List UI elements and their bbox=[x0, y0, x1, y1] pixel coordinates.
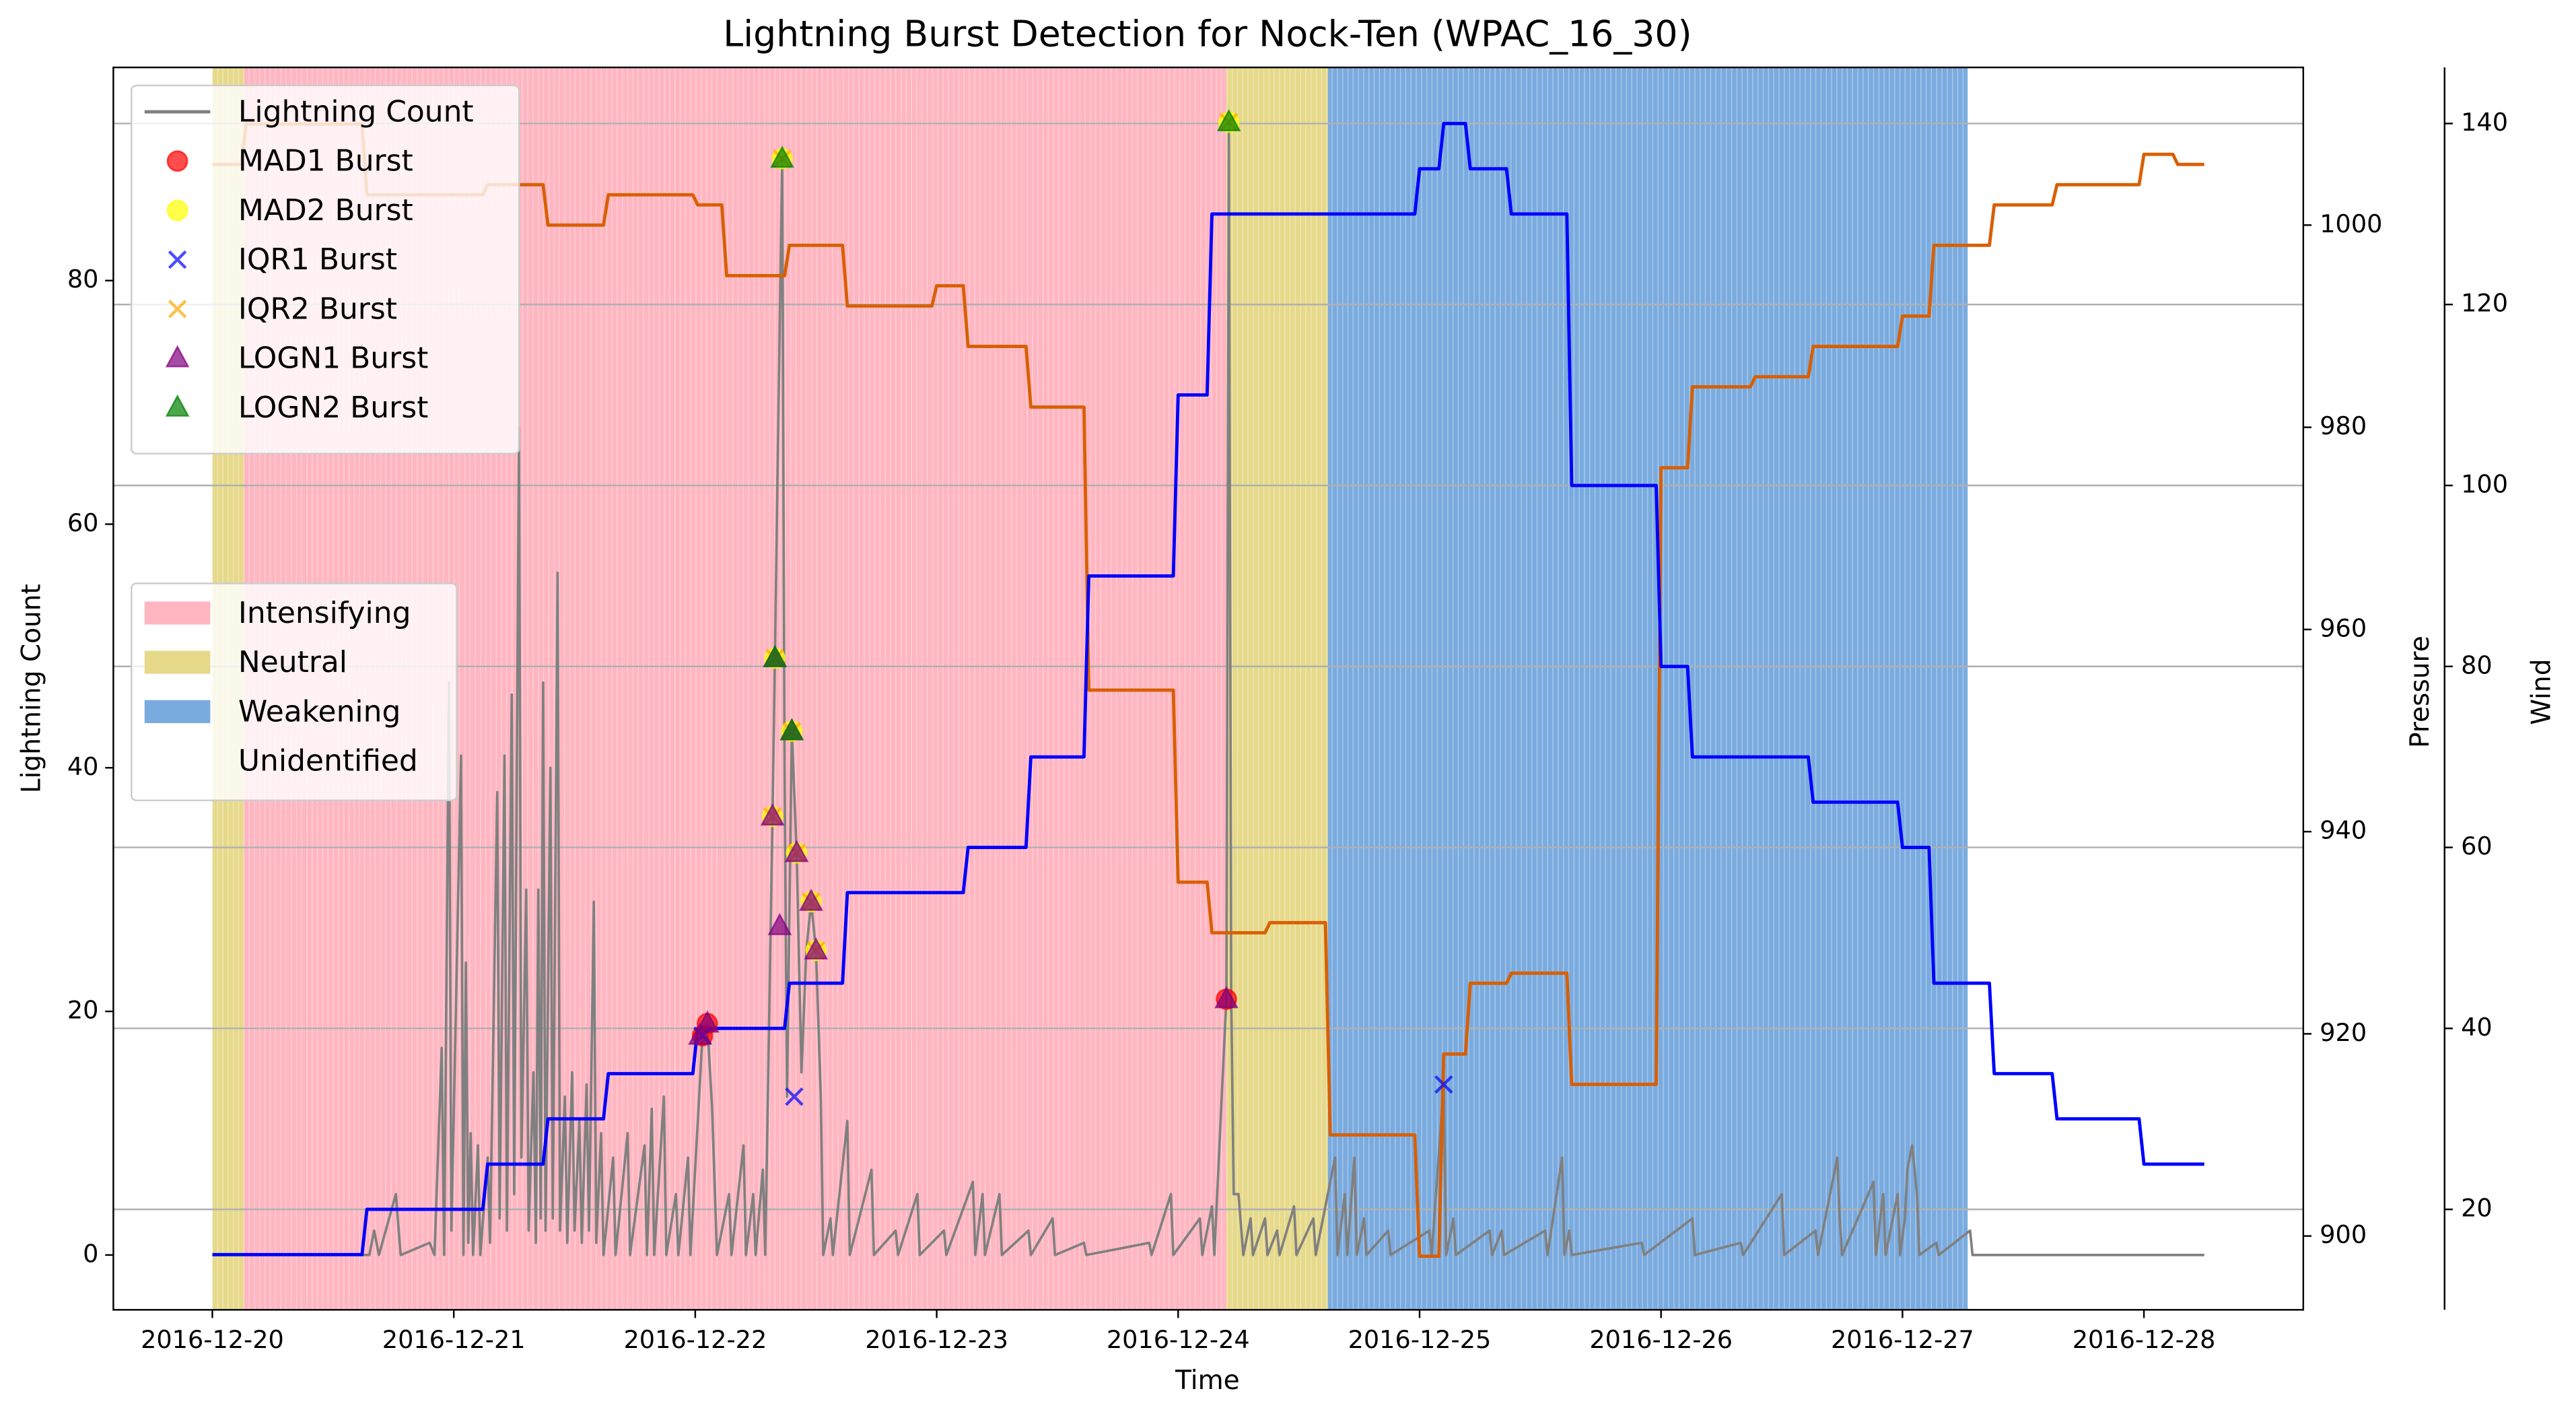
pressure-tick-label: 960 bbox=[2320, 613, 2367, 642]
legend: Lightning Count MAD1 Burst MAD2 Burst IQR1 … bbox=[131, 84, 520, 801]
pressure-tick-label: 980 bbox=[2320, 411, 2367, 440]
pressure-tick-label: 900 bbox=[2320, 1220, 2367, 1249]
phase-span bbox=[1327, 67, 1968, 1310]
lines bbox=[212, 121, 2204, 1258]
legend-label: LOGN2 Burst bbox=[238, 391, 428, 425]
burst-marker bbox=[785, 1087, 804, 1106]
y-tick-label: 20 bbox=[67, 996, 99, 1025]
phase-span bbox=[1226, 67, 1328, 1310]
x-tick-label: 2016-12-24 bbox=[1107, 1325, 1250, 1354]
axes: 2016-12-20 2016-12-21 2016-12-22 2016-12-23… bbox=[67, 66, 2508, 1354]
legend-box bbox=[131, 84, 520, 454]
series-line bbox=[212, 122, 2204, 1258]
phase-legend-patch bbox=[144, 650, 211, 674]
wind-tick-label: 80 bbox=[2461, 650, 2493, 679]
pressure-axis-label: Pressure bbox=[2405, 636, 2435, 748]
pressure-tick-label: 1000 bbox=[2320, 209, 2382, 238]
legend-label: LOGN1 Burst bbox=[238, 341, 428, 376]
wind-tick-label: 140 bbox=[2461, 108, 2508, 137]
y-axis-label: Lightning Count bbox=[16, 584, 46, 793]
y-tick-label: 40 bbox=[67, 752, 99, 781]
pressure-tick-label: 920 bbox=[2320, 1018, 2367, 1047]
plot-frame bbox=[112, 66, 2305, 1311]
legend-marker bbox=[168, 250, 187, 269]
legend-marker bbox=[165, 394, 190, 417]
burst-marker bbox=[1434, 1075, 1453, 1094]
wind-tick-label: 60 bbox=[2461, 832, 2493, 861]
phase-legend-label: Neutral bbox=[238, 645, 347, 679]
x-tick-label: 2016-12-27 bbox=[1831, 1325, 1974, 1354]
y-tick-label: 0 bbox=[83, 1239, 98, 1268]
burst-marker bbox=[760, 803, 785, 826]
burst-marker bbox=[767, 912, 792, 935]
x-tick-label: 2016-12-21 bbox=[382, 1325, 526, 1354]
legend-label: IQR1 Burst bbox=[238, 242, 397, 277]
burst-marker bbox=[770, 145, 794, 168]
x-tick-label: 2016-12-22 bbox=[623, 1325, 767, 1354]
phase-legend-label: Weakening bbox=[238, 694, 401, 729]
burst-marker bbox=[779, 718, 804, 741]
wind-tick-label: 20 bbox=[2461, 1194, 2493, 1223]
burst-marker bbox=[799, 888, 823, 911]
pressure-tick-label: 940 bbox=[2320, 816, 2367, 845]
burst-marker bbox=[763, 644, 788, 667]
series-line bbox=[212, 121, 2204, 1256]
burst-marker bbox=[784, 840, 809, 863]
x-tick-label: 2016-12-20 bbox=[141, 1325, 284, 1354]
x-tick-label: 2016-12-28 bbox=[2073, 1325, 2216, 1354]
legend-label: IQR2 Burst bbox=[238, 292, 397, 326]
wind-tick-label: 100 bbox=[2461, 469, 2508, 498]
phase-legend-patch bbox=[144, 749, 211, 773]
y-tick-label: 60 bbox=[67, 508, 99, 537]
legend-marker bbox=[165, 345, 190, 368]
legend-label: MAD1 Burst bbox=[238, 144, 413, 178]
burst-marker bbox=[804, 937, 829, 960]
phase-legend-box bbox=[131, 582, 458, 801]
burst-marker bbox=[695, 1010, 720, 1033]
markers bbox=[688, 108, 1453, 1106]
legend-marker bbox=[168, 300, 187, 318]
legend-label: Lightning Count bbox=[238, 94, 474, 129]
x-tick-label: 2016-12-25 bbox=[1348, 1325, 1492, 1354]
phase-legend-label: Unidentified bbox=[238, 744, 418, 778]
burst-marker bbox=[688, 1022, 712, 1045]
legend-label: MAD2 Burst bbox=[238, 193, 413, 228]
legend-marker bbox=[166, 150, 188, 172]
wind-tick-label: 120 bbox=[2461, 289, 2508, 318]
x-tick-label: 2016-12-26 bbox=[1589, 1325, 1733, 1354]
legend-marker bbox=[166, 199, 188, 222]
phase-legend-label: Intensifying bbox=[238, 596, 411, 630]
phase-spans bbox=[211, 67, 1968, 1310]
x-axis-label: Time bbox=[1175, 1366, 1240, 1396]
phase-legend-patch bbox=[144, 700, 211, 723]
phase-legend-patch bbox=[144, 601, 211, 625]
wind-axis-label: Wind bbox=[2527, 659, 2557, 725]
series-line bbox=[212, 122, 2204, 1256]
chart-title: Lightning Burst Detection for Nock-Ten (… bbox=[723, 12, 1692, 55]
wind-tick-label: 40 bbox=[2461, 1013, 2493, 1042]
x-tick-label: 2016-12-23 bbox=[865, 1325, 1008, 1354]
burst-marker bbox=[1214, 986, 1239, 1009]
burst-marker bbox=[1216, 108, 1241, 131]
y-tick-label: 80 bbox=[67, 265, 99, 294]
